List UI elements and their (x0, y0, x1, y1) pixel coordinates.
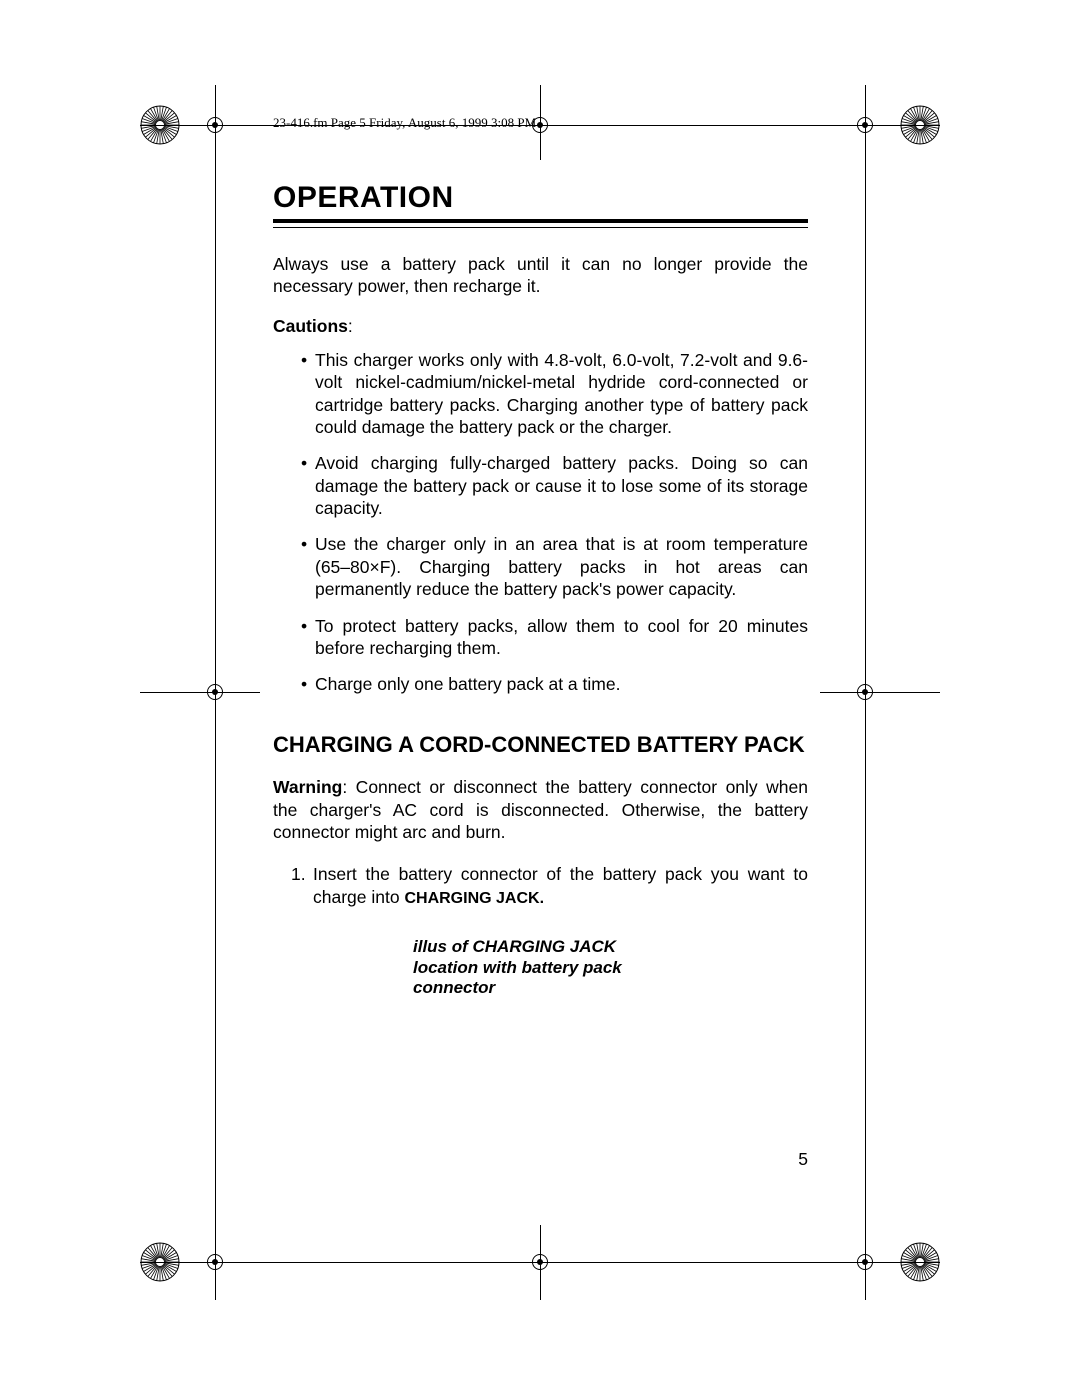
warning-paragraph: Warning: Connect or disconnect the batte… (273, 776, 808, 843)
intro-paragraph: Always use a battery pack until it can n… (273, 254, 808, 298)
list-item: To protect battery packs, allow them to … (301, 615, 808, 660)
cautions-label: Cautions: (273, 316, 808, 337)
list-item: Avoid charging fully-charged battery pac… (301, 452, 808, 519)
list-item: Charge only one battery pack at a time. (301, 673, 808, 695)
page-number: 5 (798, 1149, 808, 1170)
sunburst-icon (900, 1242, 940, 1282)
sunburst-icon (140, 105, 180, 145)
list-item: This charger works only with 4.8-volt, 6… (301, 349, 808, 439)
section-title: CHARGING A CORD-CONNECTED BATTERY PACK (273, 732, 808, 758)
main-title: OPERATION (273, 181, 808, 215)
title-rule (273, 219, 808, 228)
page-content: 23-416.fm Page 5 Friday, August 6, 1999 … (273, 115, 808, 998)
cautions-list: This charger works only with 4.8-volt, 6… (273, 349, 808, 696)
list-item: Insert the battery connector of the batt… (291, 863, 808, 909)
sunburst-icon (140, 1242, 180, 1282)
steps-list: Insert the battery connector of the batt… (273, 863, 808, 909)
illustration-caption: illus of CHARGING JACK location with bat… (413, 937, 653, 998)
sunburst-icon (900, 105, 940, 145)
list-item: Use the charger only in an area that is … (301, 533, 808, 600)
